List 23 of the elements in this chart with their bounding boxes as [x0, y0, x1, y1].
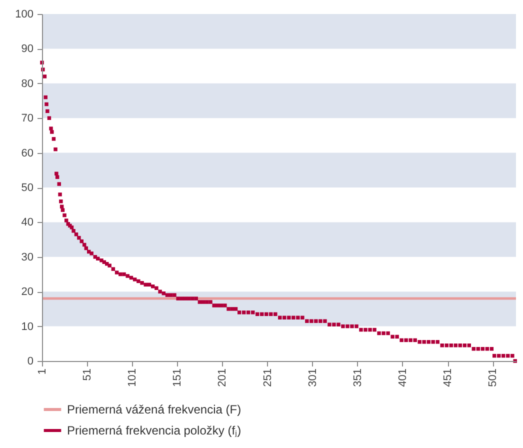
- y-tick-label: 20: [21, 286, 34, 298]
- x-tick-label: 201: [216, 368, 229, 387]
- x-tick-label: 501: [487, 368, 500, 387]
- x-tick-label: 101: [126, 368, 139, 387]
- y-tick-label: 50: [21, 182, 34, 194]
- y-tick-label: 0: [27, 356, 34, 368]
- y-tick-label: 70: [21, 112, 34, 125]
- x-tick-label: 351: [352, 368, 364, 387]
- x-tick-label: 1: [36, 368, 48, 375]
- y-tick-label: 100: [15, 8, 34, 20]
- x-tick-label: 251: [262, 368, 274, 387]
- y-tick-label: 80: [21, 78, 34, 90]
- x-tick-label: 51: [82, 368, 94, 381]
- y-tick-label: 40: [21, 216, 34, 229]
- y-tick-label: 10: [21, 320, 34, 333]
- x-tick-label: 151: [172, 368, 184, 387]
- x-tick-label: 401: [396, 368, 409, 387]
- y-tick-label: 30: [21, 251, 34, 264]
- x-tick-label: 301: [306, 368, 319, 387]
- legend-label: Priemerná vážená frekvencia (F): [67, 402, 242, 416]
- y-tick-label: 90: [21, 43, 34, 56]
- y-tick-label: 60: [21, 147, 34, 160]
- x-tick-label: 451: [442, 368, 454, 387]
